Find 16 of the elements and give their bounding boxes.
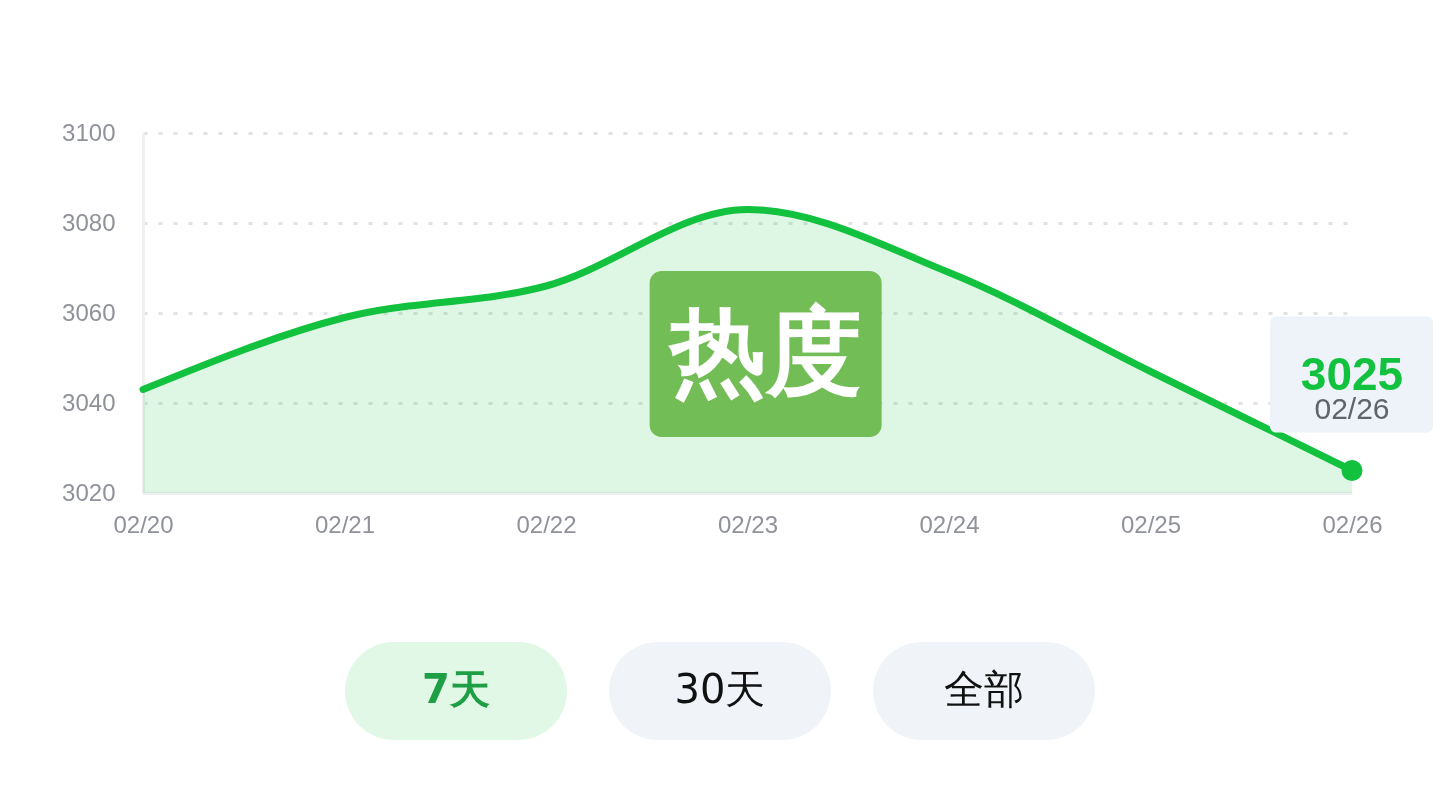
x-tick-label: 02/23 bbox=[717, 510, 779, 538]
x-tick-label: 02/22 bbox=[516, 510, 577, 538]
y-tick-label: 3080 bbox=[62, 208, 116, 236]
x-tick-label: 02/25 bbox=[1120, 510, 1182, 538]
x-tick-label: 02/20 bbox=[113, 510, 174, 538]
x-tick-label: 02/24 bbox=[919, 510, 980, 538]
text: 全部 bbox=[944, 666, 1024, 712]
text: 30天 bbox=[674, 666, 766, 712]
x-tick-label: 02/21 bbox=[314, 510, 376, 538]
text: 7天 bbox=[422, 666, 490, 712]
x-tick-label: 02/26 bbox=[1322, 510, 1383, 538]
y-tick-label: 3100 bbox=[62, 118, 116, 146]
y-tick-label: 3040 bbox=[62, 388, 116, 416]
y-tick-label: 3020 bbox=[62, 478, 116, 506]
y-tick-label: 3060 bbox=[62, 298, 116, 326]
text: 热度 bbox=[667, 296, 862, 409]
